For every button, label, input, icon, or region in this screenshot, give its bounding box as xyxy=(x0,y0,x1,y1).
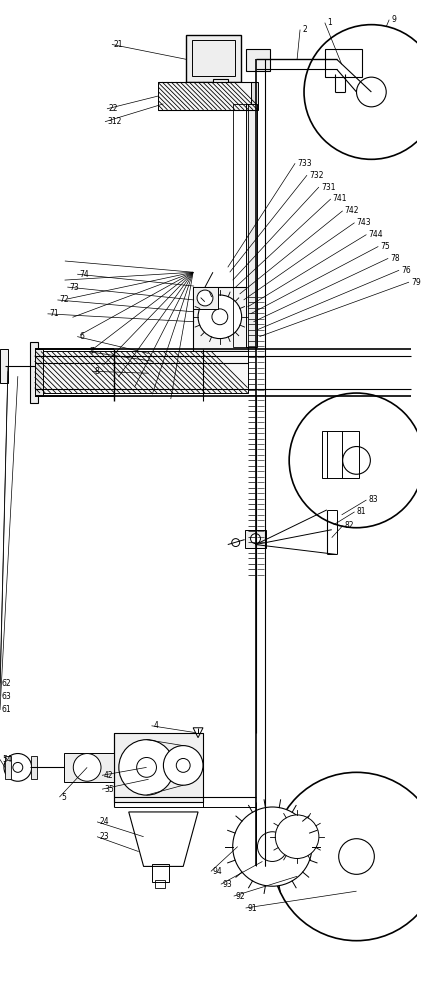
Text: 731: 731 xyxy=(321,183,336,192)
Bar xyxy=(0,349,8,383)
Text: 81: 81 xyxy=(357,507,366,516)
Bar xyxy=(213,79,228,107)
Text: 5: 5 xyxy=(61,793,66,802)
Text: 312: 312 xyxy=(107,117,121,126)
Circle shape xyxy=(137,757,157,777)
Text: 35: 35 xyxy=(104,785,114,794)
Text: 83: 83 xyxy=(368,495,378,504)
Text: 744: 744 xyxy=(368,230,383,239)
Circle shape xyxy=(272,772,421,941)
Text: 7: 7 xyxy=(89,347,94,356)
Bar xyxy=(158,82,258,110)
Circle shape xyxy=(304,25,421,159)
Text: 74: 74 xyxy=(79,270,89,279)
Text: 42: 42 xyxy=(104,771,114,780)
Circle shape xyxy=(119,740,174,795)
Circle shape xyxy=(275,815,319,858)
Text: 22: 22 xyxy=(109,104,118,113)
Circle shape xyxy=(357,77,386,107)
Text: 733: 733 xyxy=(297,159,312,168)
Text: 741: 741 xyxy=(333,194,347,203)
Bar xyxy=(35,351,248,393)
Text: 8: 8 xyxy=(94,367,99,376)
Text: 23: 23 xyxy=(99,832,109,841)
Text: 82: 82 xyxy=(345,521,354,530)
Circle shape xyxy=(233,807,312,886)
Bar xyxy=(193,287,218,309)
Text: 62: 62 xyxy=(2,679,12,688)
Circle shape xyxy=(343,447,370,474)
Text: 9: 9 xyxy=(391,15,396,24)
Circle shape xyxy=(250,534,261,544)
Text: 4: 4 xyxy=(154,721,158,730)
Bar xyxy=(192,40,234,76)
Text: 732: 732 xyxy=(309,171,323,180)
Bar xyxy=(233,104,248,347)
Bar xyxy=(114,733,203,802)
Bar xyxy=(245,104,258,347)
Text: 93: 93 xyxy=(223,880,232,889)
Circle shape xyxy=(197,290,213,306)
Circle shape xyxy=(289,393,421,528)
Text: 2: 2 xyxy=(302,25,307,34)
Circle shape xyxy=(198,295,242,339)
Text: 61: 61 xyxy=(2,705,12,714)
Text: 78: 78 xyxy=(390,254,400,263)
Text: 76: 76 xyxy=(401,266,411,275)
Text: 743: 743 xyxy=(357,218,371,227)
Text: 73: 73 xyxy=(69,283,79,292)
Text: 94: 94 xyxy=(213,867,223,876)
Bar xyxy=(30,342,37,403)
Bar xyxy=(155,880,165,888)
Bar xyxy=(35,349,43,396)
Text: 6: 6 xyxy=(79,332,84,341)
Bar xyxy=(64,753,114,782)
Circle shape xyxy=(13,762,23,772)
Circle shape xyxy=(163,746,203,785)
Circle shape xyxy=(176,758,190,772)
Circle shape xyxy=(4,754,32,781)
Bar xyxy=(322,431,360,478)
Bar xyxy=(152,864,169,882)
Text: 54: 54 xyxy=(2,755,12,764)
Text: 91: 91 xyxy=(248,904,257,913)
Circle shape xyxy=(338,839,374,874)
Text: 24: 24 xyxy=(99,817,109,826)
Bar xyxy=(31,756,37,779)
Text: 21: 21 xyxy=(114,40,123,49)
Circle shape xyxy=(212,309,228,325)
Bar xyxy=(193,287,248,351)
Text: 71: 71 xyxy=(50,309,59,318)
Bar xyxy=(245,49,270,71)
Text: 72: 72 xyxy=(59,295,69,304)
Circle shape xyxy=(73,754,101,781)
Bar xyxy=(5,756,11,779)
Text: 63: 63 xyxy=(2,692,12,701)
Text: 1: 1 xyxy=(327,18,332,27)
Bar xyxy=(325,49,362,77)
Text: 79: 79 xyxy=(411,278,421,287)
Text: 75: 75 xyxy=(380,242,390,251)
Circle shape xyxy=(258,832,287,861)
Text: 742: 742 xyxy=(345,206,359,215)
Bar xyxy=(245,530,266,548)
Bar xyxy=(186,35,241,82)
Bar xyxy=(250,82,258,110)
Text: 92: 92 xyxy=(236,892,245,901)
